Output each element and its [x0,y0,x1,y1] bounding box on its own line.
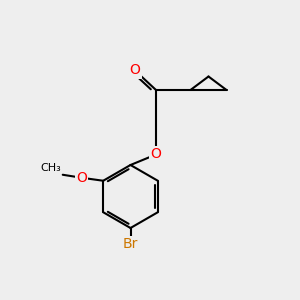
Text: O: O [76,171,87,185]
Text: O: O [151,148,161,161]
Text: O: O [130,64,140,77]
Text: Br: Br [123,238,138,251]
Text: CH₃: CH₃ [40,163,61,173]
